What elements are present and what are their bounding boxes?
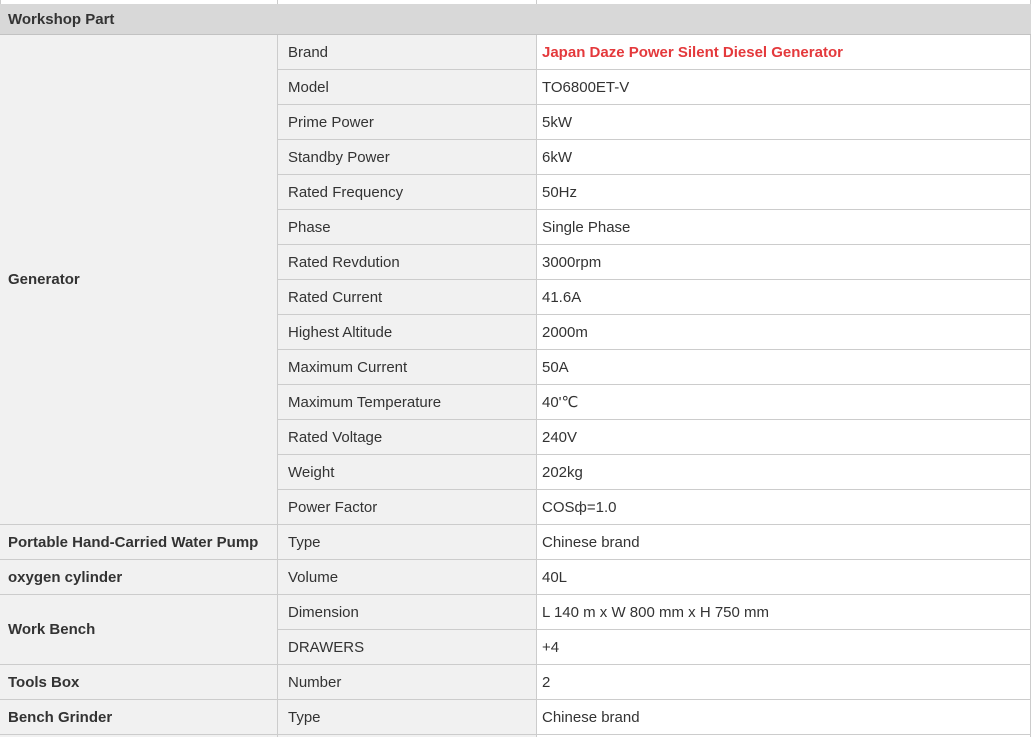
spec-row: Rated Voltage 240V: [0, 420, 1032, 455]
workshop-spec-table: Workshop Part Generator Brand Japan Daze…: [0, 4, 1032, 737]
spec-row: Standby Power 6kW: [0, 140, 1032, 175]
item-cell-bench-grinder: Bench Grinder: [0, 700, 277, 735]
spec-label-prime-power: Prime Power: [277, 105, 536, 140]
spec-value-rated-current: 41.6A: [536, 280, 1032, 315]
spec-value-maximum-current: 50A: [536, 350, 1032, 385]
spec-label-pump-type: Type: [277, 525, 536, 560]
spec-row: Generator Brand Japan Daze Power Silent …: [0, 35, 1032, 525]
spec-value-number: 2: [536, 665, 1032, 700]
spec-row: Rated Current 41.6A: [0, 280, 1032, 315]
table-left-border: [0, 0, 1, 4]
spec-value-rated-voltage: 240V: [536, 420, 1032, 455]
spec-row: Power Factor COSф=1.0: [0, 490, 1032, 525]
spec-value-model: TO6800ET-V: [536, 70, 1032, 105]
spec-label-brand: Brand: [277, 35, 536, 70]
spec-value-weight: 202kg: [536, 455, 1032, 490]
table-header-row: Workshop Part: [0, 4, 1032, 35]
spec-value-rated-frequency: 50Hz: [536, 175, 1032, 210]
spec-row: Bench Grinder Type Chinese brand: [0, 700, 1032, 735]
item-cell-water-pump: Portable Hand-Carried Water Pump: [0, 525, 277, 560]
spec-row: Rated Frequency 50Hz: [0, 175, 1032, 210]
spec-label-rated-frequency: Rated Frequency: [277, 175, 536, 210]
spec-row: Phase Single Phase: [0, 210, 1032, 245]
section-title: Workshop Part: [0, 4, 1032, 35]
spec-row: Maximum Temperature 40'℃: [0, 385, 1032, 420]
spec-label-rated-current: Rated Current: [277, 280, 536, 315]
spec-label-drawers: DRAWERS: [277, 630, 536, 665]
spec-label-maximum-current: Maximum Current: [277, 350, 536, 385]
item-cell-work-bench: Work Bench: [0, 595, 277, 665]
spec-row: DRAWERS +4: [0, 630, 1032, 665]
spec-row: Portable Hand-Carried Water Pump Type Ch…: [0, 525, 1032, 560]
spec-label-phase: Phase: [277, 210, 536, 245]
table-right-border: [1030, 0, 1031, 4]
column-divider-1: [277, 0, 278, 4]
spec-row: Highest Altitude 2000m: [0, 315, 1032, 350]
spec-row: Maximum Current 50A: [0, 350, 1032, 385]
spec-row: Prime Power 5kW: [0, 105, 1032, 140]
spec-value-dimension: L 140 m x W 800 mm x H 750 mm: [536, 595, 1032, 630]
spec-value-volume: 40L: [536, 560, 1032, 595]
spec-label-power-factor: Power Factor: [277, 490, 536, 525]
spec-label-model: Model: [277, 70, 536, 105]
spec-value-standby-power: 6kW: [536, 140, 1032, 175]
spec-row: oxygen cylinder Volume 40L: [0, 560, 1032, 595]
clipped-label-cell: [277, 735, 536, 737]
spec-label-maximum-temperature: Maximum Temperature: [277, 385, 536, 420]
item-cell-oxygen-cylinder: oxygen cylinder: [0, 560, 277, 595]
spec-label-rated-voltage: Rated Voltage: [277, 420, 536, 455]
spec-value-maximum-temperature: 40'℃: [536, 385, 1032, 420]
clipped-value-cell: [536, 735, 1032, 737]
clipped-next-row: [0, 735, 1032, 737]
spec-value-phase: Single Phase: [536, 210, 1032, 245]
spec-value-grinder-type: Chinese brand: [536, 700, 1032, 735]
spec-value-highest-altitude: 2000m: [536, 315, 1032, 350]
spec-label-weight: Weight: [277, 455, 536, 490]
spec-row: Tools Box Number 2: [0, 665, 1032, 700]
spec-label-grinder-type: Type: [277, 700, 536, 735]
spec-row: Model TO6800ET-V: [0, 70, 1032, 105]
spec-label-rated-revolution: Rated Revdution: [277, 245, 536, 280]
clipped-item-cell: [0, 735, 277, 737]
spec-value-drawers: +4: [536, 630, 1032, 665]
spec-row: Rated Revdution 3000rpm: [0, 245, 1032, 280]
spec-value-brand: Japan Daze Power Silent Diesel Generator: [536, 35, 1032, 70]
spec-value-pump-type: Chinese brand: [536, 525, 1032, 560]
spec-label-number: Number: [277, 665, 536, 700]
table-top-edge: [0, 0, 1032, 4]
spec-label-volume: Volume: [277, 560, 536, 595]
spec-value-prime-power: 5kW: [536, 105, 1032, 140]
spec-label-highest-altitude: Highest Altitude: [277, 315, 536, 350]
spec-value-power-factor: COSф=1.0: [536, 490, 1032, 525]
column-divider-2: [536, 0, 537, 4]
item-cell-tools-box: Tools Box: [0, 665, 277, 700]
spec-label-dimension: Dimension: [277, 595, 536, 630]
spec-row: Weight 202kg: [0, 455, 1032, 490]
spec-value-rated-revolution: 3000rpm: [536, 245, 1032, 280]
spec-label-standby-power: Standby Power: [277, 140, 536, 175]
item-cell-generator: Generator: [0, 35, 277, 525]
spec-row: Work Bench Dimension L 140 m x W 800 mm …: [0, 595, 1032, 665]
